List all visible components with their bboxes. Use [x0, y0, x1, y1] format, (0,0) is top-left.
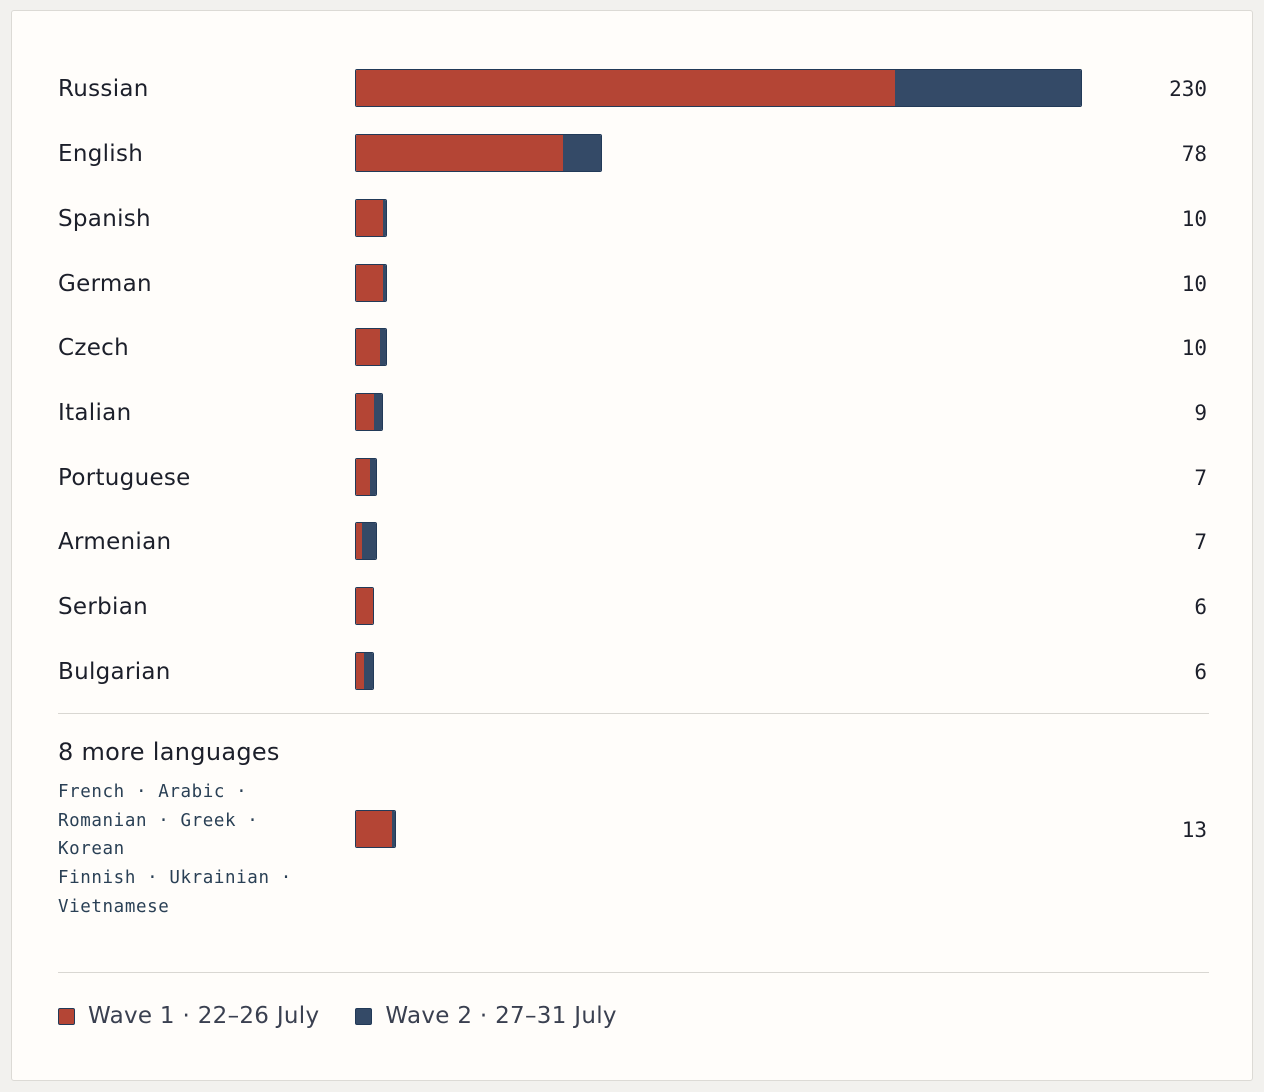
bar-segment-wave1 [356, 135, 563, 171]
stacked-bar [355, 587, 374, 625]
bar-segment-wave1 [356, 523, 362, 559]
category-label: Serbian [58, 594, 148, 620]
stacked-bar [355, 199, 387, 237]
bar-row: Spanish 10 [12, 199, 1252, 239]
category-label: Portuguese [58, 465, 191, 491]
bar-segment-wave2 [373, 394, 383, 430]
stacked-bar [355, 393, 384, 431]
total-value: 7 [1194, 530, 1207, 554]
stacked-bar [355, 264, 387, 302]
category-label: Bulgarian [58, 659, 171, 685]
more-languages-line: Romanian · Greek · [58, 810, 259, 831]
bar-row: English 78 [12, 134, 1252, 174]
total-value: 9 [1194, 401, 1207, 425]
bar-row: German 10 [12, 264, 1252, 304]
legend-item-wave1: Wave 1 · 22–26 July [58, 1003, 319, 1029]
total-value: 7 [1194, 466, 1207, 490]
bar-segment-wave1 [356, 459, 371, 495]
bar-segment-wave1 [356, 653, 365, 689]
legend-label-wave2: Wave 2 · 27–31 July [385, 1003, 617, 1029]
more-languages-line: French · Arabic · [58, 782, 248, 802]
category-label: English [58, 141, 144, 167]
stacked-bar [355, 69, 1082, 107]
bar-segment-wave1 [356, 588, 373, 624]
total-value: 10 [1181, 207, 1207, 231]
legend-swatch-wave1 [58, 1007, 75, 1025]
bar-segment-wave1 [356, 200, 383, 236]
bar-segment-wave2 [379, 329, 386, 365]
divider-top [58, 713, 1209, 714]
bar-segment-wave2 [382, 265, 386, 301]
total-value: 10 [1181, 272, 1207, 296]
more-languages-line: Korean [58, 839, 125, 860]
category-label: Italian [58, 400, 132, 426]
legend-label-wave1: Wave 1 · 22–26 July [88, 1003, 320, 1029]
bar-row: Serbian 6 [12, 587, 1252, 627]
bar-segment-wave2 [392, 811, 396, 847]
bar-segment-wave2 [361, 523, 377, 559]
bar-row: Czech 10 [12, 328, 1252, 368]
more-languages-list: French · Arabic · Romanian · Greek · Kor… [58, 778, 308, 922]
stacked-bar [355, 134, 602, 172]
category-label: German [58, 271, 152, 297]
bar-row: Russian 230 [12, 69, 1252, 109]
more-languages-line: Finnish · Ukrainian · [58, 868, 292, 889]
stacked-bar [355, 810, 397, 848]
bar-segment-wave2 [562, 135, 601, 171]
bar-segment-wave1 [356, 70, 896, 106]
category-label: Czech [58, 335, 130, 361]
divider-bottom [58, 972, 1209, 973]
chart-card: Russian 230 English 78 Spanish 10 German 10 Czec… [11, 10, 1253, 1081]
bar-segment-wave1 [356, 265, 383, 301]
total-value: 6 [1194, 660, 1207, 684]
bar-segment-wave1 [356, 329, 380, 365]
legend-item-wave2: Wave 2 · 27–31 July [355, 1003, 617, 1029]
total-value: 230 [1169, 77, 1207, 101]
category-label: Spanish [58, 206, 151, 232]
bar-segment-wave1 [356, 394, 374, 430]
total-value: 6 [1194, 595, 1207, 619]
total-value: 13 [1181, 818, 1207, 842]
bar-row: 13 [12, 810, 1252, 850]
more-languages-line: Vietnamese [58, 896, 170, 917]
bar-segment-wave2 [895, 70, 1081, 106]
total-value: 10 [1181, 336, 1207, 360]
bar-segment-wave2 [382, 200, 386, 236]
stacked-bar [355, 458, 378, 496]
bar-segment-wave2 [364, 653, 373, 689]
category-label: Russian [58, 76, 149, 102]
stacked-bar [355, 652, 374, 690]
legend: Wave 1 · 22–26 July Wave 2 · 27–31 July [58, 1003, 653, 1029]
bar-row: Armenian 7 [12, 522, 1252, 562]
category-label: Armenian [58, 529, 172, 555]
bar-segment-wave1 [356, 811, 393, 847]
bar-row: Italian 9 [12, 393, 1252, 433]
legend-swatch-wave2 [355, 1007, 373, 1025]
bar-row: Portuguese 7 [12, 458, 1252, 498]
bar-segment-wave2 [370, 459, 377, 495]
stacked-bar [355, 522, 378, 560]
bar-row: Bulgarian 6 [12, 652, 1252, 692]
stacked-bar [355, 328, 387, 366]
more-languages-title: 8 more languages [58, 738, 280, 766]
total-value: 78 [1181, 142, 1207, 166]
